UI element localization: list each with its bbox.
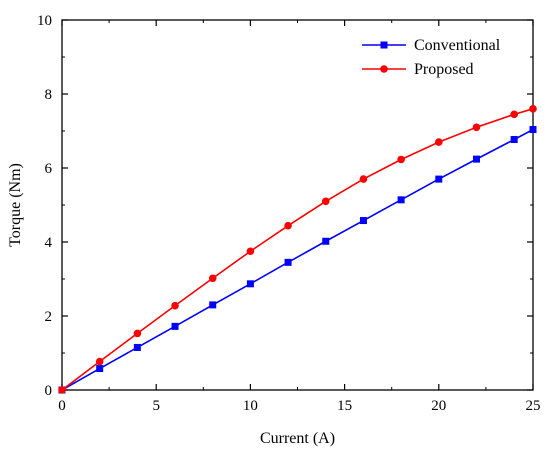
legend-marker-conventional bbox=[380, 41, 388, 49]
data-point-conventional bbox=[359, 217, 367, 225]
legend-label-proposed: Proposed bbox=[414, 61, 474, 78]
legend-marker-proposed bbox=[380, 65, 388, 73]
legend: Conventional Proposed bbox=[358, 31, 524, 79]
x-tick-label: 20 bbox=[431, 398, 446, 414]
series bbox=[58, 105, 537, 394]
x-tick-label: 10 bbox=[243, 398, 258, 414]
y-tick-label: 6 bbox=[45, 161, 53, 177]
data-point-conventional bbox=[322, 237, 330, 245]
data-point-conventional bbox=[246, 280, 254, 288]
axis-labels: Current (A) Torque (Nm) bbox=[7, 163, 335, 447]
ticks: 0 5 10 15 20 25 0 2 4 6 8 10 bbox=[37, 13, 541, 414]
data-point-proposed bbox=[246, 247, 255, 256]
x-tick-label: 5 bbox=[152, 398, 160, 414]
y-tick-label: 2 bbox=[45, 309, 53, 325]
data-point-proposed bbox=[397, 155, 405, 164]
data-point-proposed bbox=[284, 221, 292, 230]
data-point-proposed bbox=[529, 105, 537, 113]
data-point-proposed bbox=[435, 138, 443, 146]
data-point-proposed bbox=[133, 329, 142, 338]
data-point-conventional bbox=[96, 365, 104, 373]
x-tick-label: 25 bbox=[526, 398, 541, 414]
x-tick-label: 15 bbox=[337, 398, 352, 414]
data-point-proposed bbox=[95, 357, 104, 366]
data-point-conventional bbox=[284, 258, 292, 266]
data-point-conventional bbox=[133, 343, 141, 351]
data-point-proposed bbox=[321, 197, 330, 206]
data-point-conventional bbox=[171, 322, 179, 330]
y-tick-label: 8 bbox=[45, 87, 53, 103]
x-tick-label: 0 bbox=[58, 398, 66, 414]
y-tick-label: 4 bbox=[45, 235, 53, 251]
data-point-conventional bbox=[529, 126, 537, 134]
data-point-proposed bbox=[359, 175, 368, 183]
y-axis-title: Torque (Nm) bbox=[7, 163, 24, 247]
legend-label-conventional: Conventional bbox=[414, 37, 501, 54]
data-point-proposed bbox=[58, 386, 66, 394]
series-line-conventional bbox=[61, 128, 534, 391]
series-line-proposed bbox=[61, 108, 534, 391]
data-point-proposed bbox=[171, 301, 179, 310]
data-point-proposed bbox=[472, 123, 481, 132]
y-tick-label: 0 bbox=[45, 383, 53, 399]
data-point-proposed bbox=[510, 110, 518, 119]
data-point-conventional bbox=[510, 136, 518, 144]
x-axis-title: Current (A) bbox=[260, 430, 335, 447]
data-point-proposed bbox=[208, 274, 217, 283]
y-tick-label: 10 bbox=[37, 13, 52, 29]
series-proposed bbox=[58, 105, 537, 394]
series-conventional bbox=[58, 126, 537, 394]
data-point-conventional bbox=[472, 155, 480, 163]
data-point-conventional bbox=[209, 301, 217, 309]
data-point-conventional bbox=[397, 196, 405, 204]
data-point-conventional bbox=[435, 175, 443, 183]
